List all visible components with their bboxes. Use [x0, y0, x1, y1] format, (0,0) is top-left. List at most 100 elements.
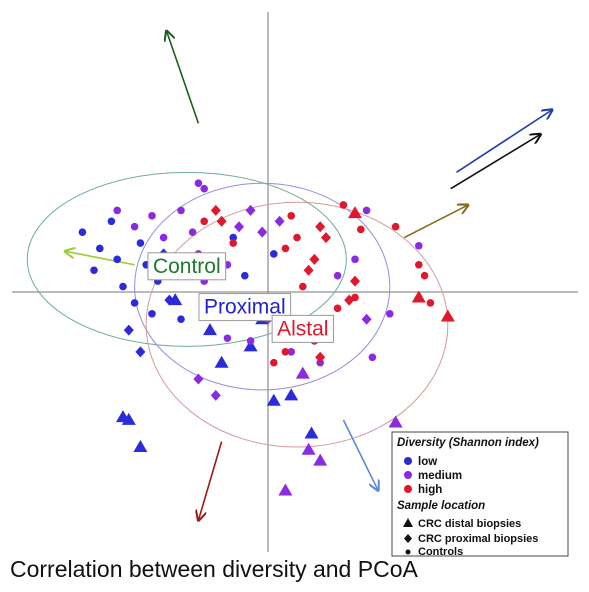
- legend-label-high: high: [418, 484, 442, 496]
- data-point-medium: [148, 212, 156, 220]
- data-point-low: [113, 255, 121, 264]
- data-point-high: [357, 225, 365, 234]
- data-point-high: [270, 358, 278, 367]
- legend-location-heading: Sample location: [397, 500, 485, 512]
- data-point-medium: [295, 366, 310, 379]
- data-point-medium: [301, 442, 316, 455]
- data-point-high: [391, 222, 400, 231]
- data-point-low: [177, 315, 185, 324]
- legend-label-controls: Controls: [418, 546, 463, 558]
- data-point-high: [411, 290, 426, 303]
- data-point-medium: [388, 415, 403, 428]
- data-point-low: [130, 299, 139, 307]
- data-point-medium: [159, 233, 168, 242]
- data-point-medium: [130, 222, 139, 231]
- data-point-medium: [200, 184, 208, 193]
- group-label-alstal: Alstal: [271, 314, 334, 343]
- data-point-high: [210, 204, 221, 216]
- data-point-low: [266, 393, 281, 406]
- data-point-low: [168, 293, 183, 306]
- legend-label-medium: medium: [418, 470, 462, 482]
- legend-label-low: low: [418, 456, 437, 468]
- data-point-medium: [287, 348, 296, 356]
- data-point-high: [315, 221, 326, 233]
- axes: [12, 12, 578, 552]
- group-label-text: Control: [153, 255, 221, 278]
- data-point-medium: [210, 389, 221, 401]
- data-point-medium: [223, 334, 232, 343]
- data-point-low: [119, 282, 127, 291]
- data-point-high: [293, 233, 301, 242]
- data-point-high: [281, 244, 290, 253]
- data-point-low: [121, 412, 136, 425]
- legend-label-proximal: CRC proximal biopsies: [418, 533, 538, 545]
- data-point-medium: [194, 179, 203, 187]
- legend-marker-high: [404, 485, 412, 493]
- data-point-medium: [193, 373, 204, 385]
- loading-arrow: [342, 419, 378, 491]
- data-point-medium: [234, 221, 244, 233]
- data-point-low: [123, 324, 134, 336]
- data-point-high: [281, 348, 290, 356]
- data-point-medium: [113, 206, 121, 215]
- group-ellipses: [26, 171, 449, 448]
- data-point-high: [440, 309, 455, 322]
- group-label-box: [147, 252, 227, 281]
- legend-marker-diamond: [404, 534, 412, 543]
- group-label-control: Control: [147, 252, 227, 281]
- legend-item-distal: CRC distal biopsies: [403, 518, 521, 530]
- legend-marker-medium: [404, 471, 412, 479]
- data-point-low: [107, 217, 116, 226]
- data-point-low: [133, 440, 148, 453]
- loading-arrow: [198, 441, 223, 521]
- group-label-text: Proximal: [204, 296, 286, 319]
- legend-item-proximal: CRC proximal biopsies: [404, 533, 538, 545]
- data-point-medium: [177, 206, 185, 215]
- ellipse-proximal: [134, 182, 391, 391]
- data-point-high: [309, 253, 320, 265]
- ellipse-distal: [145, 201, 449, 448]
- data-point-low: [270, 250, 278, 258]
- data-point-high: [350, 275, 360, 287]
- data-point-medium: [333, 271, 342, 280]
- ellipse-control: [26, 171, 347, 347]
- loading-arrow: [456, 110, 553, 173]
- group-label-box: [271, 314, 334, 343]
- chart-title: Correlation between diversity and PCoA: [10, 556, 418, 582]
- legend-diversity-heading: Diversity (Shannon index): [397, 437, 539, 449]
- legend-item-medium: medium: [404, 470, 462, 482]
- data-point-medium: [368, 353, 377, 362]
- data-point-medium: [313, 453, 328, 466]
- data-point-high: [216, 215, 227, 227]
- data-point-medium: [257, 226, 268, 238]
- data-point-low: [78, 228, 87, 236]
- data-point-high: [426, 299, 435, 307]
- loading-arrows: [65, 31, 552, 521]
- data-point-low: [203, 323, 217, 336]
- data-point-medium: [361, 313, 372, 325]
- data-point-low: [96, 244, 104, 253]
- data-point-high: [415, 261, 423, 269]
- data-points: [78, 179, 455, 496]
- loading-arrow: [450, 134, 541, 190]
- data-point-high: [339, 201, 348, 209]
- data-point-medium: [351, 255, 359, 264]
- data-point-low: [229, 233, 237, 242]
- data-point-high: [229, 239, 237, 247]
- data-point-low: [243, 339, 258, 352]
- legend: Diversity (Shannon index) low medium hig…: [391, 431, 569, 558]
- group-label-text: Alstal: [277, 317, 328, 340]
- data-point-high: [351, 293, 359, 302]
- data-point-medium: [415, 241, 423, 250]
- data-point-high: [200, 217, 208, 226]
- data-point-low: [135, 346, 146, 358]
- loading-arrow: [65, 251, 135, 266]
- data-point-medium: [188, 228, 197, 236]
- data-point-medium: [362, 206, 371, 215]
- legend-item-high: high: [404, 484, 442, 496]
- data-point-medium: [246, 337, 255, 345]
- data-point-medium: [245, 204, 256, 216]
- data-point-high: [333, 304, 342, 313]
- data-point-low: [136, 239, 145, 247]
